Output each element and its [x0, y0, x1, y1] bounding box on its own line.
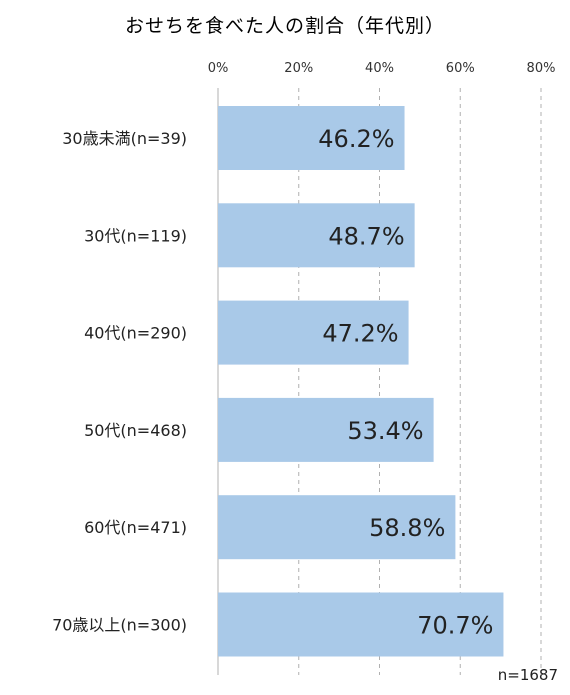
- x-tick-label: 80%: [527, 61, 556, 76]
- bar: [218, 495, 456, 560]
- bar: [218, 203, 415, 268]
- category-label: 70歳以上(n=300): [52, 616, 187, 635]
- data-label: 58.8%: [369, 514, 445, 542]
- x-tick-label: 40%: [365, 61, 394, 76]
- value-labels: 46.2% 48.7% 47.2% 53.4% 58.8% 70.7%: [318, 125, 493, 640]
- sample-size-note: n=1687: [498, 666, 558, 684]
- category-label: 30歳未満(n=39): [62, 129, 187, 148]
- category-label: 30代(n=119): [84, 226, 187, 245]
- x-tick-label: 20%: [284, 61, 313, 76]
- category-label: 60代(n=471): [84, 518, 187, 537]
- data-label: 47.2%: [322, 320, 398, 348]
- data-label: 48.7%: [328, 222, 404, 250]
- category-labels: 30歳未満(n=39) 30代(n=119) 40代(n=290) 50代(n=468…: [52, 129, 187, 635]
- category-label: 50代(n=468): [84, 421, 187, 440]
- data-label: 46.2%: [318, 125, 394, 153]
- category-label: 40代(n=290): [84, 324, 187, 343]
- chart-title: おせちを食べた人の割合（年代別）: [125, 15, 445, 37]
- data-label: 53.4%: [347, 417, 423, 445]
- bar: [218, 592, 504, 657]
- bar: [218, 106, 405, 170]
- data-label: 70.7%: [417, 612, 493, 640]
- gridlines: [217, 88, 542, 675]
- bars: [218, 106, 504, 657]
- x-tick-label: 60%: [446, 61, 475, 76]
- bar: [218, 300, 409, 365]
- bar: [218, 397, 434, 462]
- x-tick-label: 0%: [208, 61, 229, 76]
- x-axis-ticks: 0% 20% 40% 60% 80%: [208, 61, 556, 76]
